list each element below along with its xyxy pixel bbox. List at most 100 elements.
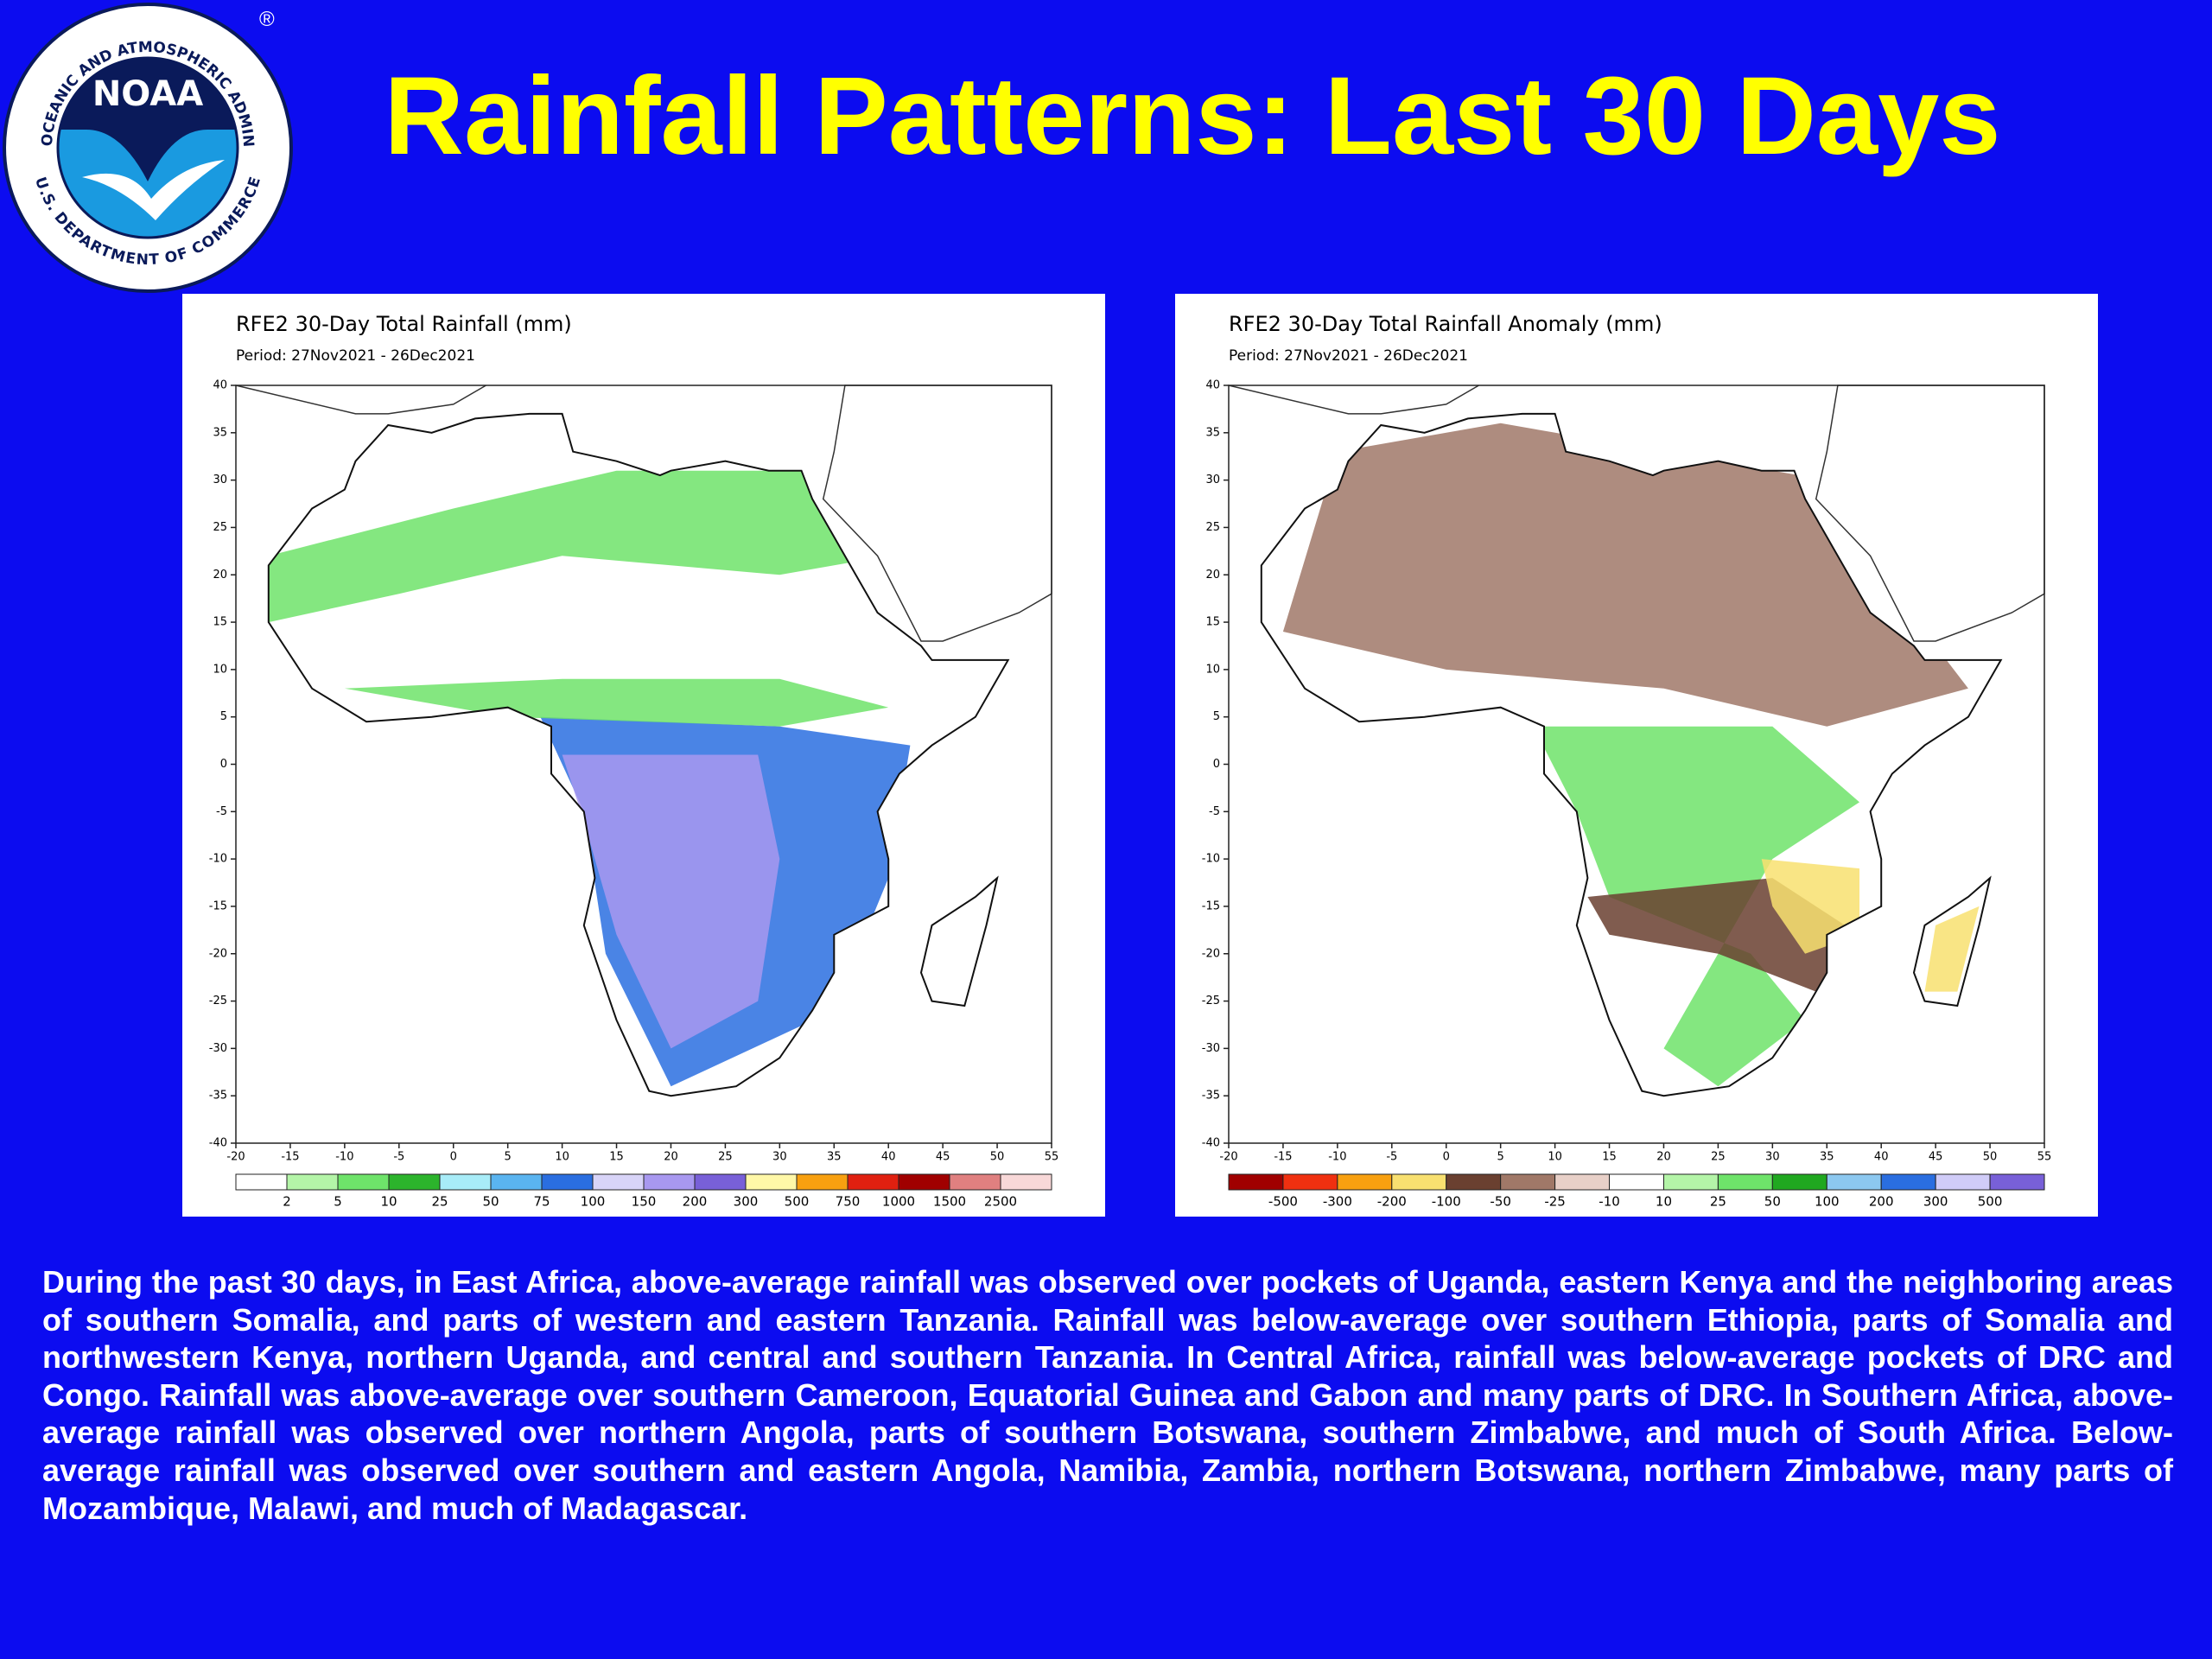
legend-label: 50 (482, 1194, 499, 1210)
lon-tick-label: 15 (609, 1151, 624, 1164)
lat-tick-label: 0 (1213, 758, 1220, 771)
legend-label: 100 (581, 1194, 606, 1210)
arabia (822, 385, 1052, 642)
lon-tick-label: 10 (555, 1151, 569, 1164)
legend-label: 500 (1978, 1194, 2003, 1210)
map-title: RFE2 30-Day Total Rainfall Anomaly (mm) (1229, 312, 1662, 336)
rain-area (562, 754, 780, 1049)
lat-tick-label: -5 (216, 805, 227, 818)
map-period: Period: 27Nov2021 - 26Dec2021 (236, 347, 475, 365)
lat-tick-label: -25 (209, 995, 227, 1007)
legend-label: -100 (1432, 1194, 1461, 1210)
lat-tick-label: -5 (1209, 805, 1220, 818)
map-panel: RFE2 30-Day Total Rainfall (mm) Period: 2… (182, 294, 1105, 1217)
lon-tick-label: 35 (1820, 1151, 1834, 1164)
legend-swatch (745, 1173, 798, 1191)
lat-tick-label: -20 (1202, 947, 1220, 960)
lon-tick-label: -15 (1274, 1151, 1292, 1164)
legend-swatch (1000, 1173, 1052, 1191)
legend-label: -25 (1544, 1194, 1566, 1210)
legend-swatch (592, 1173, 645, 1191)
legend-swatch (1500, 1173, 1556, 1191)
lat-tick-label: 15 (1205, 616, 1220, 629)
legend-swatch (1228, 1173, 1284, 1191)
legend-label: 1500 (933, 1194, 966, 1210)
logo-top (60, 57, 236, 181)
africa-outline (267, 412, 1010, 1097)
lon-tick-label: -5 (1386, 1151, 1397, 1164)
madagascar-outline (1912, 875, 1992, 1007)
lat-tick-label: -40 (209, 1137, 227, 1150)
legend-swatch (796, 1173, 849, 1191)
legend-swatch (1609, 1173, 1664, 1191)
lat-tick-label: 5 (1213, 710, 1220, 723)
lon-tick-label: 50 (1983, 1151, 1998, 1164)
legend-label: 300 (734, 1194, 759, 1210)
legend-swatch (1662, 1173, 1719, 1191)
lon-tick-label: 10 (1548, 1151, 1562, 1164)
legend-swatch (847, 1173, 899, 1191)
lon-tick-label: 15 (1602, 1151, 1617, 1164)
legend-swatch (286, 1173, 339, 1191)
legend-label: -10 (1599, 1194, 1620, 1210)
lat-tick-label: 35 (1205, 426, 1220, 439)
lat-tick-label: 20 (1205, 569, 1220, 582)
legend-label: 300 (1923, 1194, 1948, 1210)
legend-swatch (490, 1173, 543, 1191)
lat-tick-label: -10 (1202, 853, 1220, 866)
arabia (1815, 385, 2045, 642)
legend-swatch (1826, 1173, 1882, 1191)
rain-area (268, 470, 889, 623)
lon-tick-label: 55 (1045, 1151, 1059, 1164)
lat-tick-label: -10 (209, 853, 227, 866)
legend-swatch (439, 1173, 492, 1191)
legend-swatch (235, 1173, 288, 1191)
lat-tick-label: -30 (209, 1042, 227, 1055)
legend-label: -50 (1490, 1194, 1511, 1210)
europe-coast (1228, 385, 1479, 415)
lat-tick-label: 10 (1205, 663, 1220, 676)
lon-tick-label: 0 (450, 1151, 457, 1164)
lon-tick-label: -10 (1328, 1151, 1346, 1164)
legend-swatch (388, 1173, 441, 1191)
rain-area (1924, 906, 1980, 992)
legend-swatch (1337, 1173, 1393, 1191)
legend-swatch (694, 1173, 747, 1191)
map-period: Period: 27Nov2021 - 26Dec2021 (1229, 347, 1468, 365)
map-panel: RFE2 30-Day Total Rainfall Anomaly (mm) P… (1175, 294, 2098, 1217)
lat-tick-label: 10 (213, 663, 227, 676)
lon-tick-label: 40 (881, 1151, 896, 1164)
legend-label: -200 (1377, 1194, 1407, 1210)
africa-outline (1260, 412, 2003, 1097)
lon-tick-label: 45 (936, 1151, 950, 1164)
lon-tick-label: 35 (827, 1151, 842, 1164)
noaa-logo: NOAA NATIONAL OCEANIC AND ATMOSPHERIC AD… (0, 0, 293, 293)
lon-tick-label: 25 (1711, 1151, 1726, 1164)
lat-tick-label: -40 (1202, 1137, 1220, 1150)
legend-label: 25 (431, 1194, 448, 1210)
lat-tick-label: -35 (209, 1090, 227, 1103)
summary-text: During the past 30 days, in East Africa,… (42, 1264, 2173, 1526)
lat-tick-label: 30 (1205, 474, 1220, 486)
legend-label: 750 (836, 1194, 861, 1210)
lat-tick-label: 5 (220, 710, 227, 723)
legend-swatch (1771, 1173, 1827, 1191)
legend-label: 100 (1815, 1194, 1840, 1210)
lon-tick-label: 40 (1874, 1151, 1889, 1164)
lon-tick-label: -20 (226, 1151, 245, 1164)
lon-tick-label: 20 (664, 1151, 678, 1164)
legend-label: 10 (1656, 1194, 1672, 1210)
europe-coast (235, 385, 486, 415)
legend-label: 50 (1764, 1194, 1781, 1210)
rain-area (344, 678, 889, 727)
maps: RFE2 30-Day Total Rainfall (mm) Period: 2… (182, 294, 2098, 1217)
lon-tick-label: 5 (1497, 1151, 1504, 1164)
legend-label: 75 (533, 1194, 550, 1210)
lat-tick-label: 40 (1205, 379, 1220, 392)
lon-tick-label: 20 (1656, 1151, 1671, 1164)
legend-label: 200 (683, 1194, 708, 1210)
lon-tick-label: 5 (505, 1151, 512, 1164)
legend-swatch (643, 1173, 696, 1191)
lon-tick-label: 45 (1929, 1151, 1943, 1164)
